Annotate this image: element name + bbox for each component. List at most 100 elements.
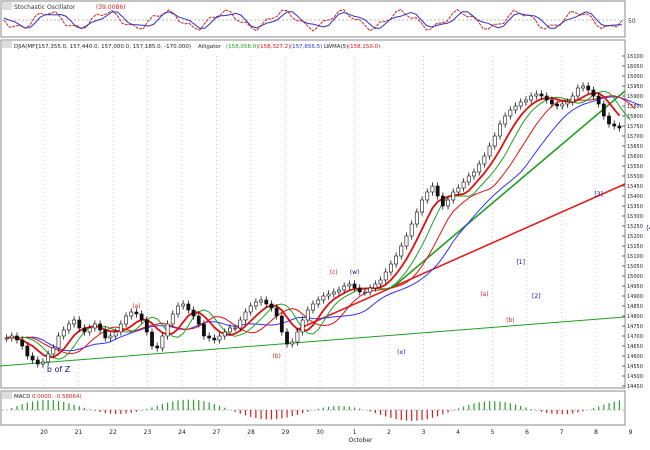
- candle-body: [586, 85, 591, 91]
- candle-body: [222, 331, 227, 337]
- candle-body: [25, 345, 30, 357]
- candle-body: [150, 331, 154, 347]
- price-tick-label: 15700: [627, 134, 643, 140]
- candle-body: [155, 345, 160, 349]
- wave-label: b of Z: [47, 365, 71, 374]
- candle-body: [269, 303, 274, 309]
- wave-label: (a): [480, 291, 488, 298]
- stoch-panel-icon[interactable]: [2, 2, 12, 10]
- candle-body: [233, 327, 238, 330]
- price-tick-label: 14800: [627, 314, 643, 320]
- candle-body: [274, 307, 279, 317]
- candle-body: [51, 347, 56, 355]
- price-tick-label: 14700: [627, 334, 643, 340]
- price-tick-label: 15450: [627, 184, 643, 190]
- candle-body: [72, 319, 77, 325]
- candle-body: [404, 235, 409, 247]
- macd-title: MACD: [14, 394, 31, 400]
- candle-body: [601, 103, 606, 117]
- date-tick-label: 24: [178, 429, 186, 436]
- candle-body: [446, 199, 450, 207]
- candle-body: [617, 125, 622, 129]
- candle-body: [544, 95, 549, 101]
- candle-body: [430, 185, 435, 193]
- candle-body: [518, 101, 523, 107]
- candle-body: [170, 313, 175, 325]
- month-label: October: [348, 437, 373, 444]
- candle-body: [202, 323, 206, 337]
- macd-value: 0.0000, -0.58064): [32, 394, 82, 400]
- candle-body: [513, 105, 518, 111]
- price-axis: 16100 16050 16000 15950 15900 15850 15800 15750…: [622, 54, 643, 390]
- candle-body: [466, 175, 471, 183]
- legend-alligator-teeth: (158,327.2): [258, 44, 290, 50]
- price-tick-label: 14500: [627, 374, 643, 380]
- lwma-line: [6, 92, 621, 359]
- candle-body: [472, 171, 476, 177]
- macd-panel-icon[interactable]: [2, 392, 12, 399]
- candle-body: [82, 327, 87, 333]
- candle-body: [555, 103, 559, 107]
- wave-label: [1]: [516, 259, 525, 266]
- price-tick-label: 14750: [627, 324, 643, 330]
- price-panel: DJIA(MF) (157,355.0, 157,440.0, 157,000.…: [0, 39, 650, 390]
- candle-body: [451, 191, 456, 201]
- candle-body: [524, 99, 528, 103]
- candle-body: [15, 335, 19, 341]
- date-tick-label: 5: [491, 429, 495, 436]
- candle-body: [30, 355, 35, 361]
- candle-body: [238, 319, 243, 329]
- wave-annotations: b of Z(a)(b)(c)(w)(x)(a)(b)[1][2][3][4][…: [47, 191, 650, 374]
- wave-label: (w): [350, 269, 360, 276]
- price-tick-label: 14550: [627, 364, 643, 370]
- legend-alligator-jaw: (157,856.5): [290, 44, 322, 50]
- date-tick-label: 28: [247, 429, 255, 436]
- candle-body: [217, 335, 222, 341]
- stoch-value: (39.0086): [96, 4, 126, 11]
- stoch-main-line: [3, 11, 623, 29]
- legend-lwma: LWMA(5): [324, 44, 348, 50]
- candle-body: [207, 335, 212, 339]
- candle-body: [456, 187, 461, 193]
- candle-body: [139, 313, 144, 321]
- candle-body: [67, 323, 71, 331]
- candle-body: [368, 287, 373, 293]
- candle-body: [196, 315, 201, 325]
- price-tick-label: 16100: [627, 54, 643, 60]
- candle-body: [378, 279, 383, 285]
- wave-label: [3]: [594, 191, 603, 198]
- wave-label: [2]: [532, 293, 541, 300]
- candle-body: [435, 185, 440, 197]
- candle-body: [575, 87, 580, 97]
- candle-body: [98, 323, 102, 331]
- candle-body: [228, 327, 232, 333]
- date-tick-label: 20: [40, 429, 48, 436]
- date-tick-label: 30: [316, 429, 324, 436]
- date-tick-label: 9: [629, 429, 633, 436]
- candle-body: [191, 309, 196, 317]
- candle-body: [61, 329, 66, 337]
- candle-body: [124, 315, 128, 325]
- legend-alligator: Alligator: [198, 44, 222, 50]
- date-tick-label: 2: [387, 429, 391, 436]
- candle-body: [285, 331, 289, 345]
- legend-alligator-lips: (158,058.0): [226, 44, 258, 50]
- candle-body: [87, 327, 92, 333]
- price-tick-label: 15850: [627, 104, 643, 110]
- date-tick-label: 27: [213, 429, 221, 436]
- candle-body: [498, 123, 502, 137]
- candle-body: [363, 291, 367, 294]
- candle-body: [425, 191, 430, 201]
- wave-label: (c): [330, 269, 338, 276]
- wave-label: (b): [272, 353, 281, 360]
- price-tick-label: 15350: [627, 204, 643, 210]
- candle-body: [305, 309, 310, 321]
- candle-body: [560, 103, 565, 107]
- candle-body: [420, 199, 424, 213]
- price-panel-icon[interactable]: [2, 41, 12, 48]
- candle-body: [311, 303, 315, 311]
- candle-body: [342, 285, 347, 291]
- candle-body: [612, 123, 617, 127]
- candle-body: [539, 93, 544, 97]
- date-tick-label: 7: [560, 429, 564, 436]
